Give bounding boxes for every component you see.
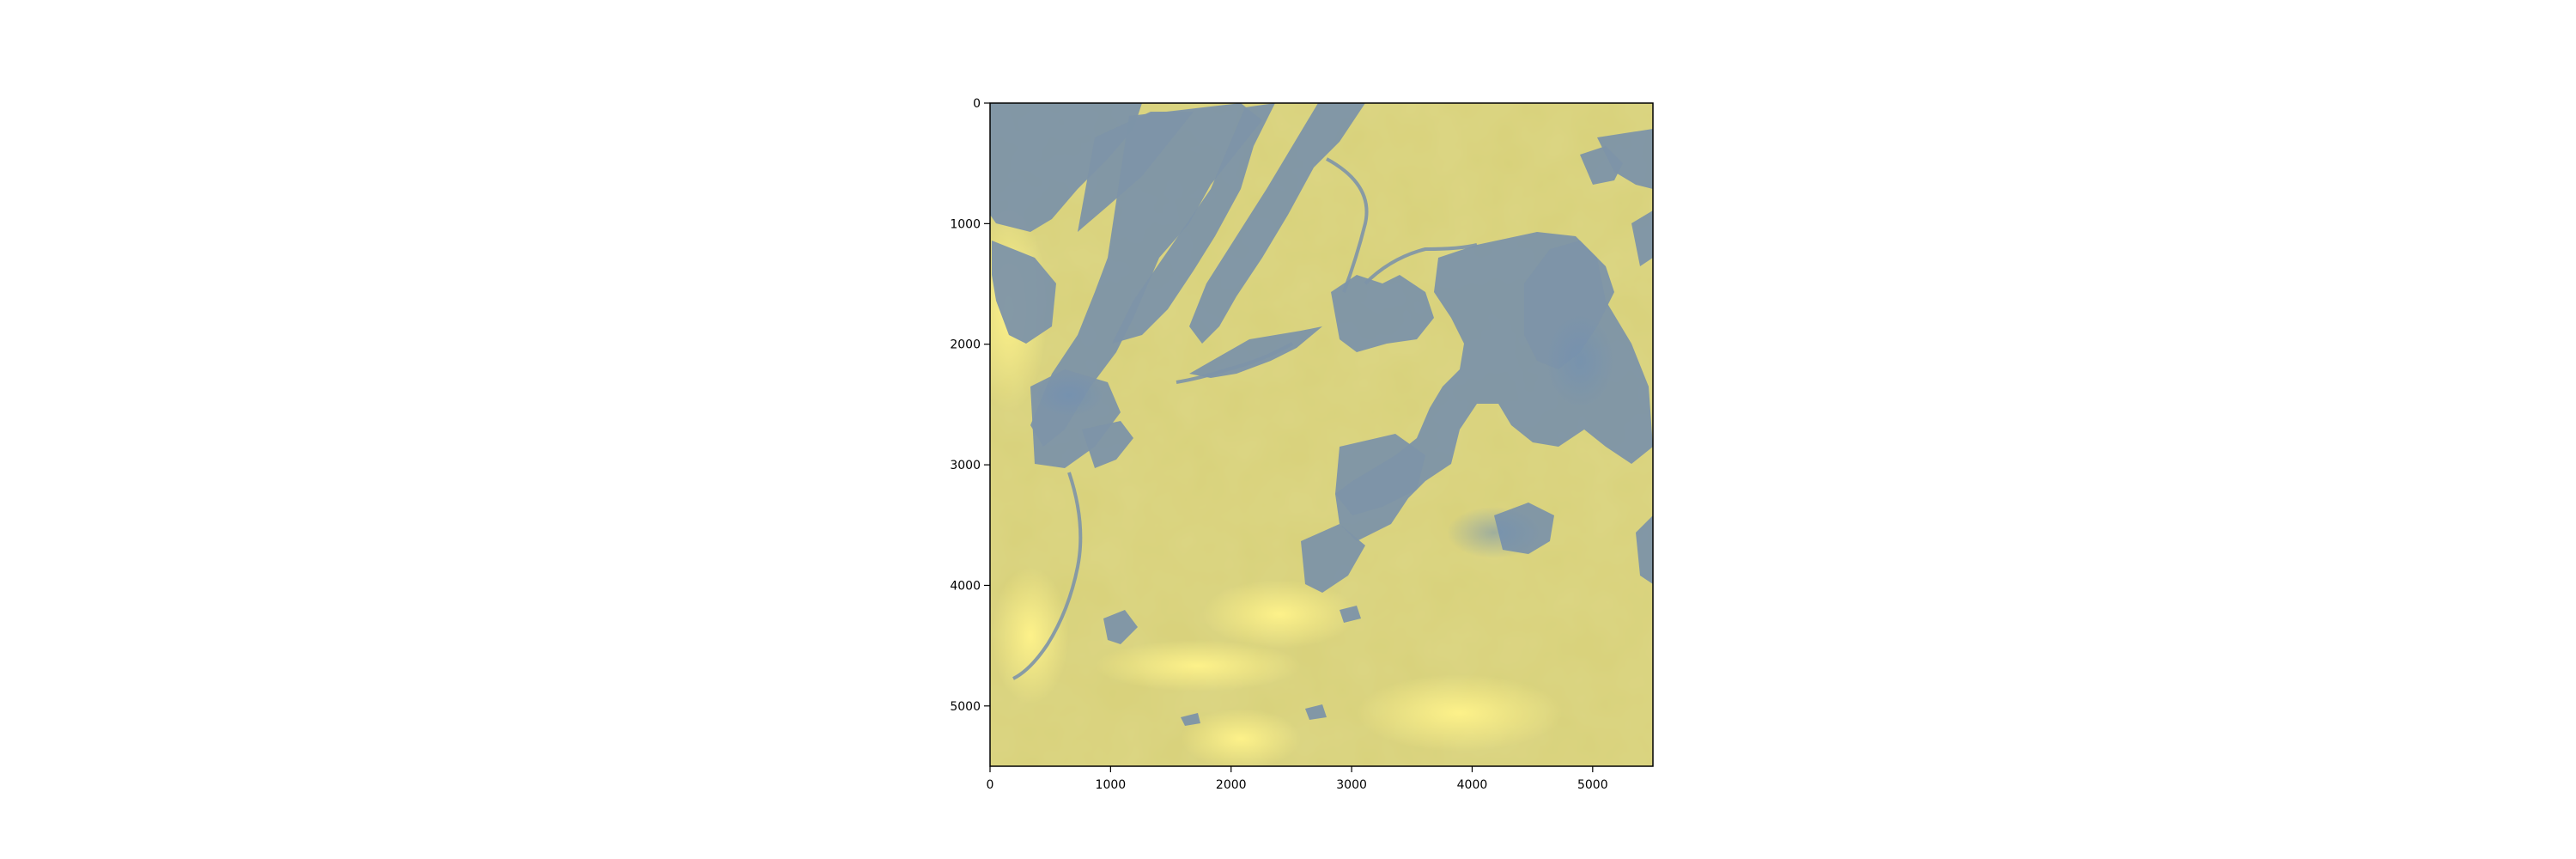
x-tick-label: 5000 bbox=[1577, 778, 1608, 792]
x-tick-label: 2000 bbox=[1216, 778, 1247, 792]
x-tick-label: 4000 bbox=[1457, 778, 1488, 792]
y-tick-label: 5000 bbox=[950, 700, 981, 714]
x-tick-label: 0 bbox=[987, 778, 994, 792]
y-tick-label: 1000 bbox=[950, 217, 981, 231]
y-tick-label: 2000 bbox=[950, 338, 981, 352]
plot-frame bbox=[989, 102, 1654, 767]
y-axis: 0 1000 2000 3000 4000 5000 bbox=[950, 97, 990, 714]
x-axis: 0 1000 2000 3000 4000 5000 bbox=[987, 766, 1608, 792]
x-tick-label: 3000 bbox=[1336, 778, 1367, 792]
x-tick-label: 1000 bbox=[1096, 778, 1127, 792]
y-tick-label: 3000 bbox=[950, 459, 981, 472]
satellite-image bbox=[990, 103, 1653, 766]
y-tick-label: 4000 bbox=[950, 579, 981, 593]
y-tick-label: 0 bbox=[973, 97, 981, 111]
